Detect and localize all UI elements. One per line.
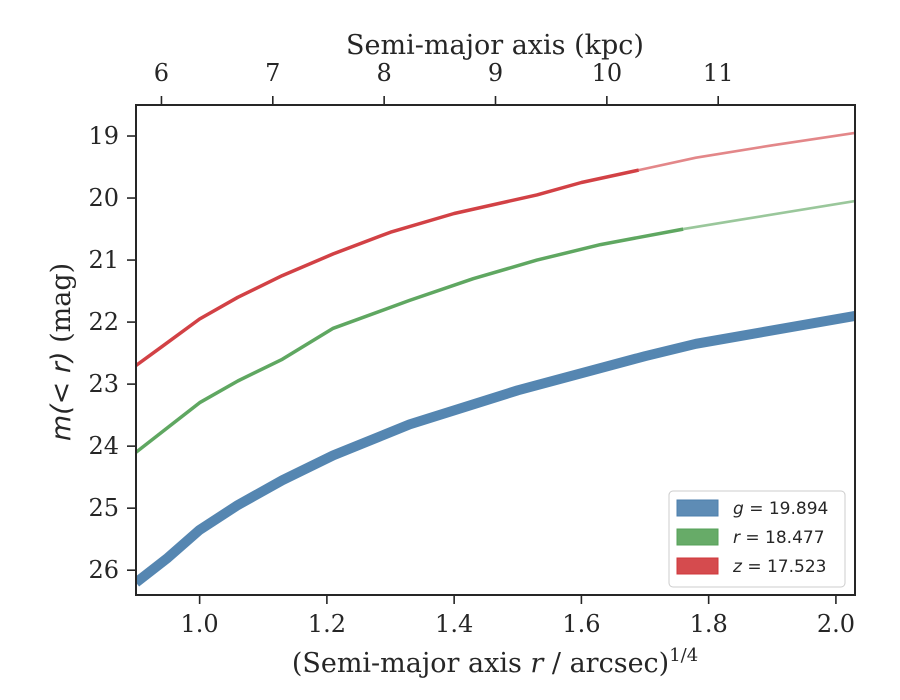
legend-value: = 19.894 <box>744 499 829 519</box>
x-tick-label: 2.0 <box>817 610 855 638</box>
legend-label-g: g = 19.894 <box>733 499 828 519</box>
top-tick-label: 6 <box>154 59 169 87</box>
series-r-line-faded <box>682 199 855 231</box>
legend-swatch-z <box>676 557 719 575</box>
y-tick-label: 20 <box>88 184 119 212</box>
top-tick-label: 10 <box>592 59 623 87</box>
legend-swatch-g <box>676 499 719 517</box>
series-layer <box>136 131 855 587</box>
y-axis-title-math: m(< r) <box>46 351 77 441</box>
x-tick-label: 1.4 <box>435 610 473 638</box>
ticks-layer: 1.0 1.2 1.4 1.6 1.8 2.0 19 20 21 22 23 24 25 26 6 7 8 9 10… <box>88 59 855 638</box>
y-tick-label: 24 <box>88 432 119 460</box>
legend-label-r: r = 18.477 <box>733 528 825 548</box>
legend-value: = 18.477 <box>740 528 825 548</box>
top-tick-label: 9 <box>488 59 503 87</box>
series-z-line-faded <box>638 131 855 172</box>
y-axis-title: m(< r) (mag) <box>46 263 77 441</box>
x-axis-title: (Semi-major axis r / arcsec)1/4 <box>292 645 698 679</box>
y-tick-label: 22 <box>88 308 119 336</box>
top-tick-label: 11 <box>703 59 734 87</box>
x-axis-title-post: / arcsec) <box>543 648 669 679</box>
x-tick-label: 1.2 <box>308 610 346 638</box>
legend-label-z: z = 17.523 <box>732 557 826 577</box>
top-tick-label: 8 <box>377 59 392 87</box>
y-axis-title-unit: (mag) <box>46 263 77 352</box>
x-axis-title-sup: 1/4 <box>669 645 698 666</box>
x-axis-title-var: r <box>530 648 545 679</box>
y-tick-label: 21 <box>88 246 119 274</box>
series-group <box>136 131 855 587</box>
x-tick-label: 1.0 <box>181 610 219 638</box>
x-tick-label: 1.8 <box>690 610 728 638</box>
series-r-line <box>136 227 684 454</box>
legend-var: z <box>732 557 743 577</box>
legend-var: r <box>733 528 741 548</box>
y-tick-label: 19 <box>88 122 119 150</box>
series-g-line <box>136 310 855 587</box>
legend-value: = 17.523 <box>742 557 827 577</box>
top-axis-title: Semi-major axis (kpc) <box>346 30 644 61</box>
series-z-line <box>136 168 640 367</box>
y-tick-label: 26 <box>88 556 119 584</box>
x-axis-title-pre: (Semi-major axis <box>292 648 531 679</box>
y-tick-label: 25 <box>88 494 119 522</box>
y-tick-label: 23 <box>88 370 119 398</box>
top-tick-label: 7 <box>265 59 280 87</box>
legend-swatch-r <box>676 528 719 546</box>
x-tick-label: 1.6 <box>562 610 600 638</box>
legend-var: g <box>733 499 744 519</box>
